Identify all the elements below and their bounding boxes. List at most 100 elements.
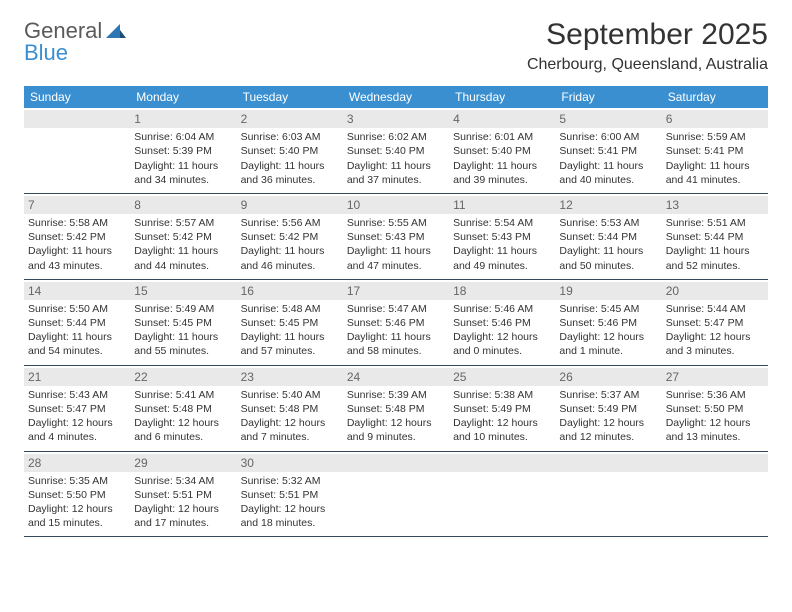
day-number: 28 xyxy=(24,454,130,472)
day-cell: 22Sunrise: 5:41 AMSunset: 5:48 PMDayligh… xyxy=(130,366,236,451)
daylight-line: Daylight: 11 hours and 44 minutes. xyxy=(134,244,232,272)
sunset-line: Sunset: 5:40 PM xyxy=(241,144,339,158)
day-cell: 8 Sunrise: 5:57 AMSunset: 5:42 PMDaylight… xyxy=(130,194,236,279)
daylight-line: Daylight: 12 hours and 4 minutes. xyxy=(28,416,126,444)
sunrise-line: Sunrise: 5:34 AM xyxy=(134,474,232,488)
sunrise-line: Sunrise: 5:36 AM xyxy=(666,388,764,402)
daylight-line: Daylight: 11 hours and 58 minutes. xyxy=(347,330,445,358)
day-number: 9 xyxy=(237,196,343,214)
sunrise-line: Sunrise: 5:43 AM xyxy=(28,388,126,402)
daylight-line: Daylight: 12 hours and 13 minutes. xyxy=(666,416,764,444)
sunrise-line: Sunrise: 5:51 AM xyxy=(666,216,764,230)
sunrise-line: Sunrise: 5:55 AM xyxy=(347,216,445,230)
day-cell: 3Sunrise: 6:02 AMSunset: 5:40 PMDaylight… xyxy=(343,108,449,193)
sunrise-line: Sunrise: 6:04 AM xyxy=(134,130,232,144)
day-number xyxy=(662,454,768,472)
daylight-line: Daylight: 11 hours and 57 minutes. xyxy=(241,330,339,358)
days-of-week-header: SundayMondayTuesdayWednesdayThursdayFrid… xyxy=(24,86,768,108)
day-number: 26 xyxy=(555,368,661,386)
day-cell: 11Sunrise: 5:54 AMSunset: 5:43 PMDayligh… xyxy=(449,194,555,279)
day-number: 27 xyxy=(662,368,768,386)
daylight-line: Daylight: 11 hours and 37 minutes. xyxy=(347,159,445,187)
day-number xyxy=(449,454,555,472)
day-cell: 4Sunrise: 6:01 AMSunset: 5:40 PMDaylight… xyxy=(449,108,555,193)
day-number: 22 xyxy=(130,368,236,386)
calendar-week: 1Sunrise: 6:04 AMSunset: 5:39 PMDaylight… xyxy=(24,108,768,194)
daylight-line: Daylight: 12 hours and 3 minutes. xyxy=(666,330,764,358)
day-cell: 26Sunrise: 5:37 AMSunset: 5:49 PMDayligh… xyxy=(555,366,661,451)
day-number: 7 xyxy=(24,196,130,214)
sunrise-line: Sunrise: 6:00 AM xyxy=(559,130,657,144)
sunrise-line: Sunrise: 5:58 AM xyxy=(28,216,126,230)
sunrise-line: Sunrise: 5:41 AM xyxy=(134,388,232,402)
day-number: 12 xyxy=(555,196,661,214)
daylight-line: Daylight: 12 hours and 10 minutes. xyxy=(453,416,551,444)
day-number: 23 xyxy=(237,368,343,386)
daylight-line: Daylight: 11 hours and 40 minutes. xyxy=(559,159,657,187)
sunset-line: Sunset: 5:42 PM xyxy=(28,230,126,244)
day-number: 29 xyxy=(130,454,236,472)
dow-cell: Friday xyxy=(555,86,661,108)
sunset-line: Sunset: 5:41 PM xyxy=(559,144,657,158)
weeks-container: 1Sunrise: 6:04 AMSunset: 5:39 PMDaylight… xyxy=(24,108,768,537)
day-cell: 23Sunrise: 5:40 AMSunset: 5:48 PMDayligh… xyxy=(237,366,343,451)
calendar-week: 14 Sunrise: 5:50 AMSunset: 5:44 PM Dayligh… xyxy=(24,280,768,366)
month-title: September 2025 xyxy=(527,18,768,52)
dow-cell: Thursday xyxy=(449,86,555,108)
day-cell: 2Sunrise: 6:03 AMSunset: 5:40 PMDaylight… xyxy=(237,108,343,193)
daylight-line: Daylight: 11 hours and 39 minutes. xyxy=(453,159,551,187)
day-number: 21 xyxy=(24,368,130,386)
day-cell-blank xyxy=(24,108,130,193)
day-cell: 16Sunrise: 5:48 AMSunset: 5:45 PMDayligh… xyxy=(237,280,343,365)
day-cell-blank xyxy=(449,452,555,537)
day-number: 13 xyxy=(662,196,768,214)
daylight-line: Daylight: 11 hours and 47 minutes. xyxy=(347,244,445,272)
day-number: 10 xyxy=(343,196,449,214)
day-number: 14 xyxy=(24,282,130,300)
sunset-line: Sunset: 5:44 PM xyxy=(28,316,126,330)
daylight-line: Daylight: 11 hours and 41 minutes. xyxy=(666,159,764,187)
sunrise-line: Sunrise: 5:59 AM xyxy=(666,130,764,144)
daylight-line: Daylight: 12 hours and 1 minute. xyxy=(559,330,657,358)
sunrise-line: Sunrise: 5:47 AM xyxy=(347,302,445,316)
sunrise-line: Sunrise: 5:57 AM xyxy=(134,216,232,230)
sunset-line: Sunset: 5:47 PM xyxy=(666,316,764,330)
sunrise-line: Sunrise: 5:50 AM xyxy=(28,302,126,316)
sunset-line: Sunset: 5:42 PM xyxy=(134,230,232,244)
sunrise-line: Sunrise: 5:48 AM xyxy=(241,302,339,316)
sunrise-line: Sunrise: 6:02 AM xyxy=(347,130,445,144)
dow-cell: Wednesday xyxy=(343,86,449,108)
day-number xyxy=(555,454,661,472)
sunset-line: Sunset: 5:50 PM xyxy=(666,402,764,416)
sunrise-line: Sunrise: 5:44 AM xyxy=(666,302,764,316)
dow-cell: Monday xyxy=(130,86,236,108)
day-cell: 13Sunrise: 5:51 AMSunset: 5:44 PMDayligh… xyxy=(662,194,768,279)
daylight-line: Daylight: 12 hours and 9 minutes. xyxy=(347,416,445,444)
sunset-line: Sunset: 5:40 PM xyxy=(347,144,445,158)
day-number xyxy=(24,110,130,128)
sunset-line: Sunset: 5:42 PM xyxy=(241,230,339,244)
sunrise-line: Sunrise: 5:53 AM xyxy=(559,216,657,230)
sunrise-line: Sunrise: 5:32 AM xyxy=(241,474,339,488)
sunset-line: Sunset: 5:51 PM xyxy=(134,488,232,502)
day-number: 11 xyxy=(449,196,555,214)
sunset-line: Sunset: 5:39 PM xyxy=(134,144,232,158)
sunset-line: Sunset: 5:44 PM xyxy=(666,230,764,244)
daylight-line: Daylight: 11 hours and 36 minutes. xyxy=(241,159,339,187)
day-cell-blank xyxy=(555,452,661,537)
logo-mark-icon xyxy=(106,18,128,44)
daylight-line: Daylight: 11 hours and 46 minutes. xyxy=(241,244,339,272)
day-cell: 1Sunrise: 6:04 AMSunset: 5:39 PMDaylight… xyxy=(130,108,236,193)
dow-cell: Saturday xyxy=(662,86,768,108)
day-number: 20 xyxy=(662,282,768,300)
sunset-line: Sunset: 5:45 PM xyxy=(241,316,339,330)
sunrise-line: Sunrise: 5:38 AM xyxy=(453,388,551,402)
day-cell: 18Sunrise: 5:46 AMSunset: 5:46 PMDayligh… xyxy=(449,280,555,365)
calendar: SundayMondayTuesdayWednesdayThursdayFrid… xyxy=(24,86,768,537)
day-number: 8 xyxy=(130,196,236,214)
dow-cell: Tuesday xyxy=(237,86,343,108)
day-cell: 21Sunrise: 5:43 AMSunset: 5:47 PMDayligh… xyxy=(24,366,130,451)
sunrise-line: Sunrise: 5:56 AM xyxy=(241,216,339,230)
sunset-line: Sunset: 5:48 PM xyxy=(134,402,232,416)
sunset-line: Sunset: 5:46 PM xyxy=(453,316,551,330)
